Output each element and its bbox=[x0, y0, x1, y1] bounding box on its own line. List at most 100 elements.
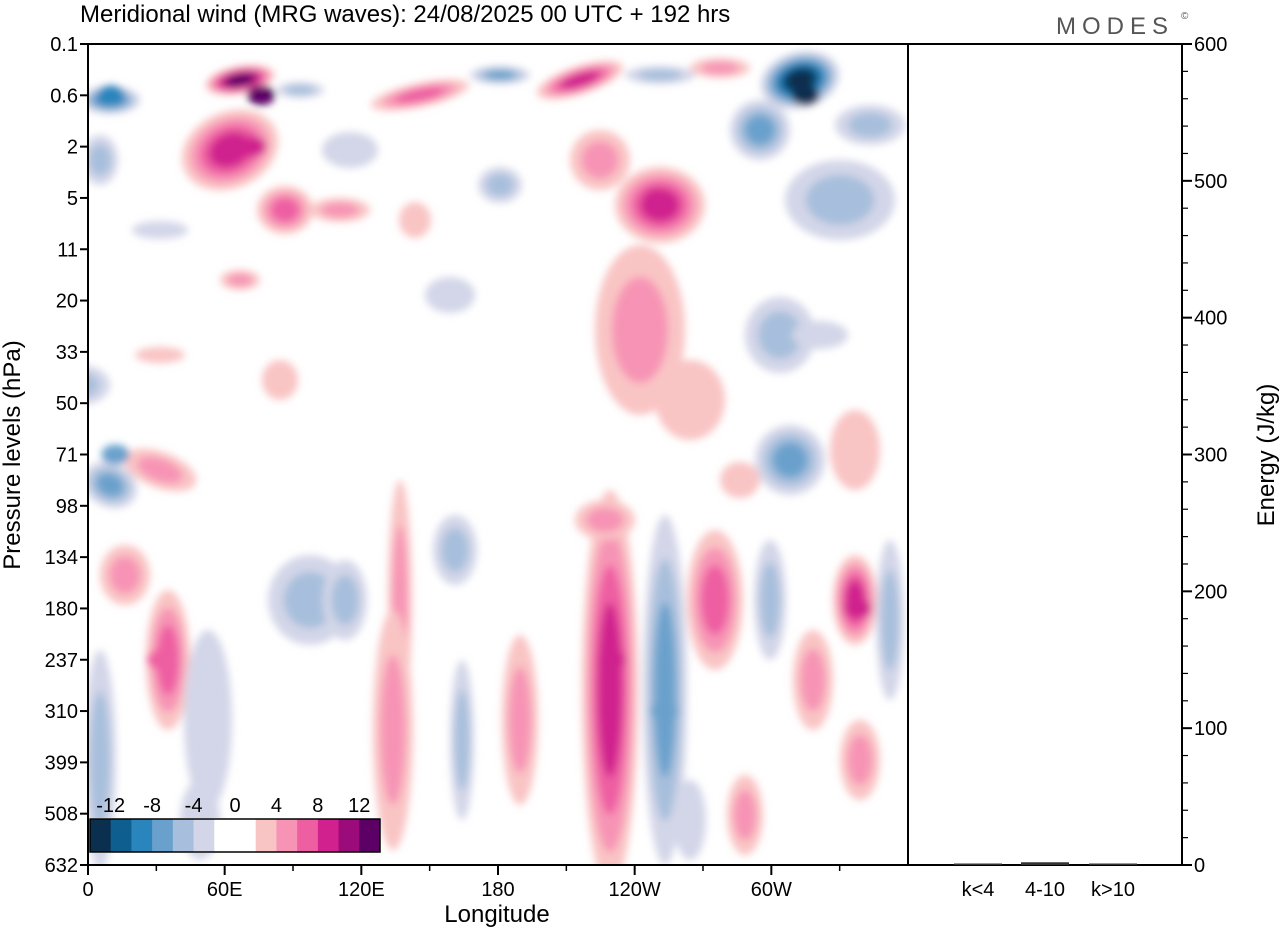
negative-contour bbox=[638, 69, 682, 81]
x-tick-label: 0 bbox=[82, 879, 93, 901]
y-tick-label: 50 bbox=[56, 393, 78, 415]
positive-contour bbox=[733, 790, 757, 840]
colorbar-swatch bbox=[297, 819, 319, 852]
energy-axis-label: Energy (J/kg) bbox=[1253, 384, 1280, 527]
feature-core bbox=[643, 187, 672, 208]
y-tick-label: 11 bbox=[57, 239, 78, 261]
colorbar-label: -8 bbox=[143, 795, 161, 817]
x-axis: 0 60E 120E 180 120W 60W bbox=[82, 865, 841, 901]
negative-contour bbox=[331, 575, 359, 625]
positive-contour bbox=[508, 666, 532, 774]
positive-contour bbox=[399, 202, 431, 238]
energy-tick-label: 300 bbox=[1194, 445, 1227, 467]
negative-contour bbox=[485, 70, 515, 80]
positive-contour bbox=[321, 202, 359, 218]
x-tick-label: 120W bbox=[609, 879, 661, 901]
negative-contour bbox=[283, 571, 337, 629]
feature-core bbox=[791, 85, 820, 106]
feature-core bbox=[650, 701, 679, 722]
x-tick-label: 180 bbox=[481, 879, 514, 901]
colorbar-swatch bbox=[338, 819, 360, 852]
positive-contour bbox=[137, 456, 183, 484]
colorbar-label: -4 bbox=[185, 795, 203, 817]
x-tick-label: 60W bbox=[751, 879, 792, 901]
negative-contour bbox=[88, 144, 112, 176]
y-tick-label: 632 bbox=[45, 855, 78, 877]
energy-panel-frame bbox=[907, 43, 1183, 866]
positive-contour bbox=[395, 87, 445, 103]
positive-contour bbox=[597, 602, 623, 778]
y-axis-label: Pressure levels (hPa) bbox=[0, 340, 26, 569]
positive-contour bbox=[380, 655, 406, 805]
colorbar-border bbox=[89, 818, 381, 853]
negative-contour bbox=[848, 112, 892, 138]
energy-category-label: k>10 bbox=[1091, 879, 1135, 901]
y-tick-label: 310 bbox=[45, 701, 78, 723]
negative-contour bbox=[88, 373, 99, 397]
energy-bar bbox=[1089, 863, 1137, 865]
colorbar-swatch bbox=[214, 819, 236, 852]
feature-core bbox=[247, 85, 276, 106]
positive-contour bbox=[561, 71, 599, 89]
energy-bar bbox=[954, 863, 1002, 865]
y-axis: 0.1 0.6 2 5 11 20 33 50 71 98 134 180 237 310 399 508 63… bbox=[45, 34, 88, 877]
y-tick-label: 0.1 bbox=[50, 34, 78, 56]
y-tick-label: 134 bbox=[45, 547, 78, 569]
negative-contour bbox=[285, 85, 315, 95]
energy-tick-label: 200 bbox=[1194, 581, 1227, 603]
y-tick-label: 20 bbox=[56, 291, 78, 313]
negative-contour bbox=[760, 562, 780, 638]
energy-tick-label: 500 bbox=[1194, 171, 1227, 193]
feature-core bbox=[96, 85, 125, 106]
positive-contour bbox=[586, 507, 624, 533]
negative-contour bbox=[132, 221, 188, 239]
y-tick-label: 399 bbox=[45, 752, 78, 774]
negative-contour bbox=[322, 132, 378, 168]
colorbar-label: 8 bbox=[312, 795, 323, 817]
brand-logo: MODES bbox=[1056, 13, 1174, 40]
negative-contour bbox=[441, 528, 469, 572]
y-tick-label: 2 bbox=[67, 137, 78, 159]
positive-contour bbox=[701, 61, 739, 75]
contour-field bbox=[88, 51, 905, 865]
energy-tick-label: 100 bbox=[1194, 718, 1227, 740]
positive-contour bbox=[271, 198, 299, 222]
negative-contour bbox=[90, 691, 110, 829]
colorbar: -12 -8 -4 0 4 8 12 bbox=[89, 795, 381, 853]
feature-core bbox=[597, 649, 626, 670]
colorbar-swatch bbox=[172, 819, 195, 852]
x-axis-label: Longitude bbox=[444, 901, 549, 928]
y-tick-label: 98 bbox=[56, 496, 78, 518]
y-tick-label: 71 bbox=[56, 445, 78, 467]
positive-contour bbox=[720, 462, 760, 498]
positive-contour bbox=[227, 74, 253, 86]
positive-contour bbox=[581, 141, 619, 179]
positive-contour bbox=[847, 735, 873, 785]
negative-contour bbox=[772, 442, 808, 478]
y-tick-label: 5 bbox=[67, 188, 78, 210]
negative-contour bbox=[758, 311, 802, 359]
colorbar-swatch bbox=[359, 819, 381, 852]
colorbar-swatch bbox=[152, 819, 174, 852]
energy-tick-label: 400 bbox=[1194, 308, 1227, 330]
negative-contour bbox=[805, 175, 875, 225]
y-tick-label: 180 bbox=[45, 598, 78, 620]
energy-axis: 0 100 200 300 400 500 600 bbox=[1182, 34, 1227, 877]
negative-contour bbox=[745, 115, 775, 145]
negative-contour bbox=[486, 173, 514, 197]
colorbar-swatch bbox=[193, 819, 215, 852]
y-tick-label: 0.6 bbox=[50, 85, 78, 107]
contour-shapes bbox=[88, 51, 905, 865]
feature-core bbox=[146, 649, 175, 670]
colorbar-label: -12 bbox=[96, 795, 125, 817]
negative-contour bbox=[425, 277, 475, 313]
positive-contour bbox=[135, 347, 185, 363]
colorbar-swatch bbox=[131, 819, 153, 852]
x-tick-label: 120E bbox=[338, 879, 385, 901]
y-tick-label: 33 bbox=[56, 342, 78, 364]
feature-core bbox=[101, 444, 130, 465]
feature-core bbox=[843, 598, 872, 619]
colorbar-swatch bbox=[235, 819, 257, 852]
chart-title: Meridional wind (MRG waves): 24/08/2025 … bbox=[80, 1, 730, 28]
feature-core bbox=[238, 136, 266, 157]
